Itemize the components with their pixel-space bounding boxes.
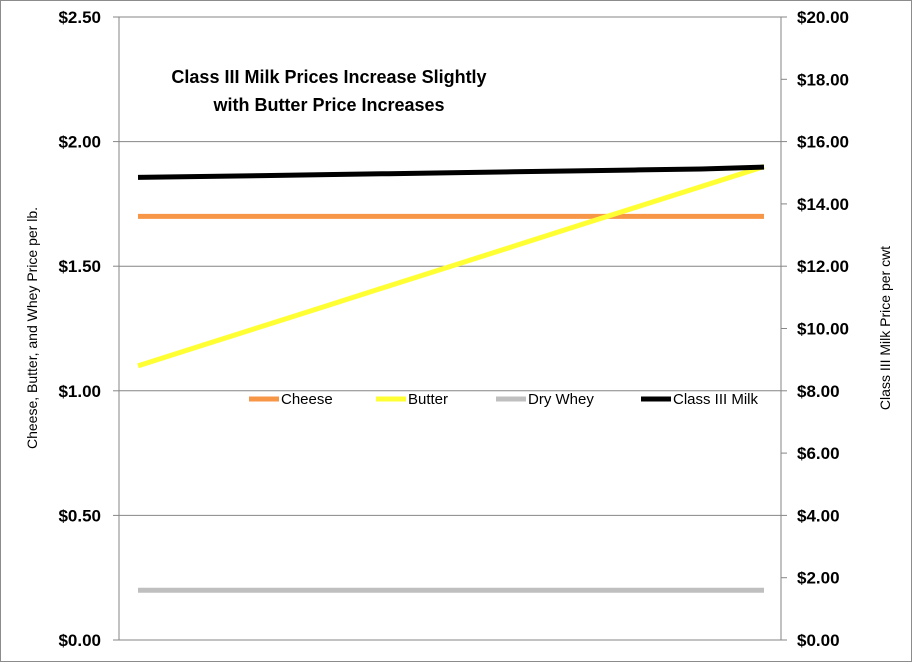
- right-tick-label: $16.00: [797, 133, 849, 152]
- legend-label-cheese: Cheese: [281, 391, 333, 408]
- right-tick-label: $20.00: [797, 8, 849, 27]
- right-tick-label: $2.00: [797, 569, 840, 588]
- left-axis-ticks: $0.00 $0.50 $1.00 $1.50 $2.00 $2.50: [58, 8, 119, 650]
- legend-label-dry-whey: Dry Whey: [528, 391, 594, 408]
- series-lines: [137, 164, 765, 593]
- right-tick-label: $0.00: [797, 631, 840, 650]
- left-tick-label: $1.00: [58, 382, 101, 401]
- right-tick-label: $10.00: [797, 320, 849, 339]
- left-tick-label: $0.50: [58, 506, 101, 525]
- right-axis-ticks: $0.00 $2.00 $4.00 $6.00 $8.00 $10.00 $12.00 $14…: [781, 8, 849, 650]
- legend-label-butter: Butter: [408, 391, 448, 408]
- series-line-class-iii-milk: [137, 164, 765, 180]
- right-tick-label: $12.00: [797, 257, 849, 276]
- left-tick-label: $2.00: [58, 133, 101, 152]
- right-tick-label: $4.00: [797, 506, 840, 525]
- gridlines: [119, 16, 781, 641]
- chart-title-line-1: Class III Milk Prices Increase Slightly: [171, 67, 486, 87]
- right-tick-label: $8.00: [797, 382, 840, 401]
- right-tick-label: $14.00: [797, 195, 849, 214]
- series-line-butter: [137, 164, 765, 369]
- left-axis-title: Cheese, Butter, and Whey Price per lb.: [24, 207, 40, 449]
- legend: Cheese Butter Dry Whey Class III Milk: [249, 391, 759, 408]
- right-tick-label: $18.00: [797, 70, 849, 89]
- left-tick-label: $1.50: [58, 257, 101, 276]
- right-axis-title: Class III Milk Price per cwt: [877, 246, 893, 410]
- right-tick-label: $6.00: [797, 444, 840, 463]
- chart-title-line-2: with Butter Price Increases: [212, 95, 444, 115]
- legend-label-class-iii-milk: Class III Milk: [673, 391, 759, 408]
- left-tick-label: $2.50: [58, 8, 101, 27]
- left-tick-label: $0.00: [58, 631, 101, 650]
